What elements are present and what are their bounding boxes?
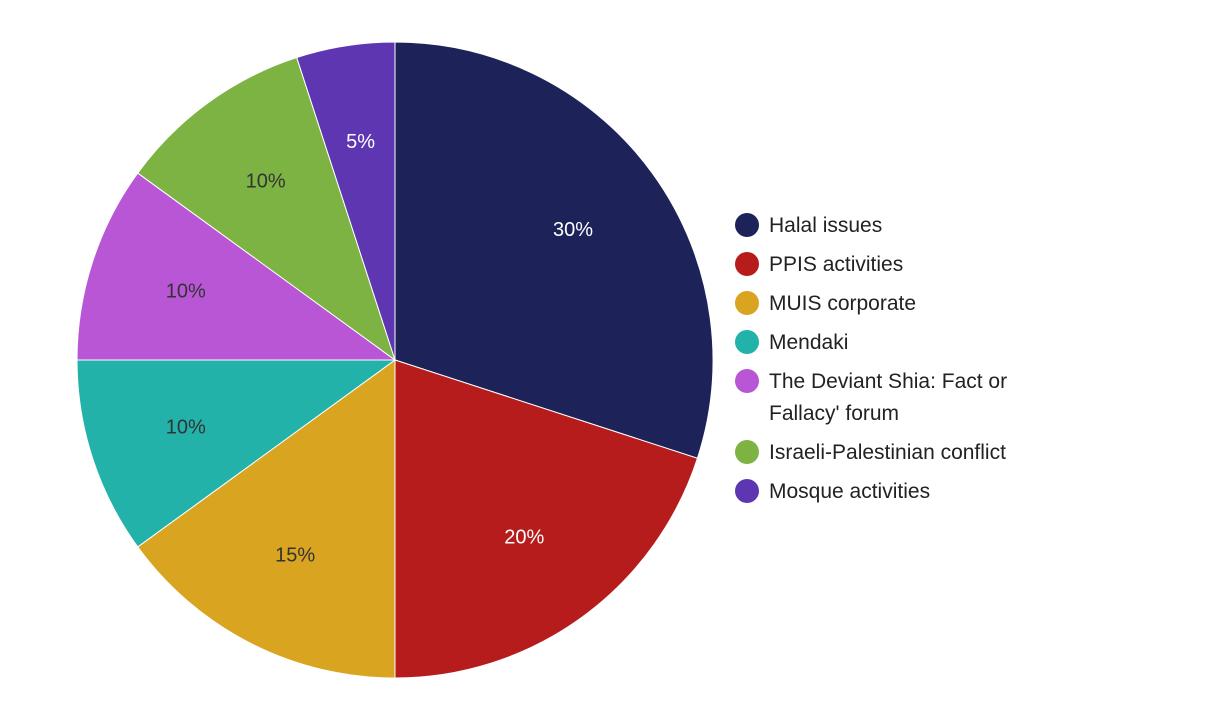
- legend-label: The Deviant Shia: Fact or Fallacy' forum: [769, 370, 1008, 425]
- pie-chart-svg: 30% 20% 15% 10% 10% 10% 5%: [76, 41, 714, 679]
- pie-data-label: 20%: [504, 526, 544, 548]
- pie-slice: [76, 359, 397, 548]
- pie-data-label: 5%: [346, 131, 375, 153]
- pie-data-label: 10%: [246, 170, 286, 192]
- legend-swatch: [735, 213, 759, 237]
- pie-data-label: 10%: [166, 416, 206, 438]
- legend-label: PPIS activities: [769, 253, 904, 276]
- pie-slice: [394, 41, 714, 459]
- legend-swatch: [735, 291, 759, 315]
- pie-data-labels: 30% 20% 15% 10% 10% 10% 5%: [166, 131, 593, 566]
- legend: Halal issues PPIS activities MUIS corporat…: [735, 210, 1065, 515]
- legend-item: MUIS corporate: [735, 288, 1065, 320]
- legend-label: Israeli-Palestinian conflict: [769, 441, 1006, 464]
- pie-data-label: 30%: [553, 219, 593, 241]
- pie-slice: [137, 359, 396, 679]
- legend-item: Mendaki: [735, 327, 1065, 359]
- legend-swatch: [735, 440, 759, 464]
- legend-swatch: [735, 369, 759, 393]
- pie-slice: [394, 359, 699, 679]
- legend-item: The Deviant Shia: Fact or Fallacy' forum: [735, 366, 1065, 430]
- pie-data-label: 10%: [166, 280, 206, 302]
- legend-item: Israeli-Palestinian conflict: [735, 437, 1065, 469]
- legend-label: Halal issues: [769, 214, 883, 237]
- legend-label: Mosque activities: [769, 480, 931, 503]
- legend-swatch: [735, 479, 759, 503]
- pie-data-label: 15%: [275, 544, 315, 566]
- pie-slice: [76, 172, 397, 361]
- legend-item: Halal issues: [735, 210, 1065, 242]
- legend-item: PPIS activities: [735, 249, 1065, 281]
- pie-slice: [137, 56, 396, 362]
- legend-label: MUIS corporate: [769, 292, 917, 315]
- pie-slices: [76, 41, 714, 679]
- legend-swatch: [735, 252, 759, 276]
- legend-label: Mendaki: [769, 331, 849, 354]
- pie-slice: [296, 41, 396, 361]
- legend-item: Mosque activities: [735, 476, 1065, 508]
- legend-swatch: [735, 330, 759, 354]
